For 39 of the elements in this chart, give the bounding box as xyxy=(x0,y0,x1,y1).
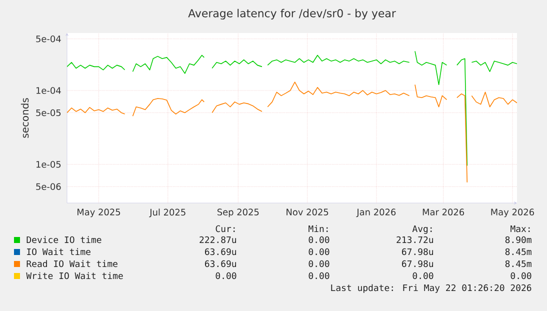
text: 0.00 xyxy=(510,272,532,280)
chart-title: Average latency for /dev/sr0 - by year xyxy=(188,8,396,20)
x-tick-label: Jan 2026 xyxy=(356,208,396,218)
x-tick-label: Mar 2026 xyxy=(422,208,464,216)
x-tick-label: Sep 2025 xyxy=(217,208,259,218)
y-tick-label: 5e-06 xyxy=(36,183,61,190)
text: Cur: xyxy=(216,225,235,232)
text: 0.00 xyxy=(308,260,330,268)
text: 0.00 xyxy=(308,272,330,280)
y-axis-title: seconds xyxy=(20,98,29,138)
y-tick-label: 1e-05 xyxy=(36,160,61,168)
text: 8.45m xyxy=(505,248,532,256)
text: Last update: Fri May 22 01:26:20 2026 xyxy=(331,284,532,293)
y-tick-label: 5e-05 xyxy=(36,109,61,116)
text: 0.00 xyxy=(308,236,330,244)
y-tick-label: 1e-04 xyxy=(36,87,61,94)
text: 8.90m xyxy=(505,236,532,244)
text: Min: xyxy=(308,225,328,232)
text: 213.72u xyxy=(396,236,434,244)
x-tick-label: Nov 2025 xyxy=(286,208,328,216)
text: 8.45m xyxy=(505,260,532,268)
legend-label: Device IO time xyxy=(26,236,102,244)
text: 0.00 xyxy=(308,248,330,256)
text: 67.98u xyxy=(402,260,434,268)
text: Avg: xyxy=(412,225,432,234)
text: 63.69u xyxy=(204,260,236,268)
text: 63.69u xyxy=(204,248,236,256)
text: 0.00 xyxy=(216,272,236,280)
legend-label: Write IO Wait time xyxy=(26,272,123,280)
text: Max: xyxy=(510,225,530,232)
legend-label: IO Wait time xyxy=(27,248,90,256)
text: 222.87u xyxy=(200,236,236,244)
x-tick-label: May 2026 xyxy=(491,208,534,218)
y-tick-label: 5e-04 xyxy=(36,35,61,42)
legend-label: Read IO Wait time xyxy=(26,260,118,268)
text: 67.98u xyxy=(402,248,434,256)
text: 0.00 xyxy=(412,272,434,280)
x-tick-label: May 2025 xyxy=(78,208,120,218)
x-tick-label: Jul 2025 xyxy=(149,208,186,218)
